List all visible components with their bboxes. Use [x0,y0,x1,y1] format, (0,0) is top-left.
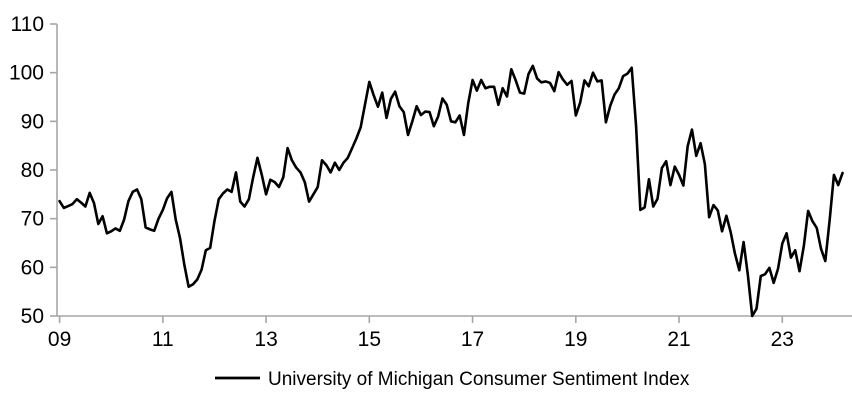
x-tick-label: 23 [771,328,794,351]
y-tick-label: 70 [21,208,44,231]
x-tick-label: 09 [48,328,71,351]
x-tick-label: 21 [667,328,690,351]
x-tick-label: 13 [254,328,277,351]
chart-legend: University of Michigan Consumer Sentimen… [215,369,690,390]
x-axis-ticks [58,316,784,323]
y-axis-ticks [50,23,57,317]
y-tick-label: 60 [21,256,44,279]
y-tick-label: 50 [21,305,44,328]
x-tick-label: 19 [564,328,587,351]
y-tick-label: 90 [21,110,44,133]
y-axis-labels: 50 60 70 80 90 100 110 [9,13,44,328]
x-tick-label: 15 [358,328,381,351]
y-tick-label: 80 [21,159,44,182]
x-axis-labels: 09 11 13 15 17 19 21 23 [48,328,794,351]
x-tick-label: 17 [461,328,484,351]
y-tick-label: 100 [9,62,44,85]
legend-label-umich-sentiment: University of Michigan Consumer Sentimen… [268,369,690,390]
x-tick-label: 11 [152,328,174,351]
y-tick-label: 110 [11,13,44,36]
series-line-umich-sentiment [58,64,844,318]
